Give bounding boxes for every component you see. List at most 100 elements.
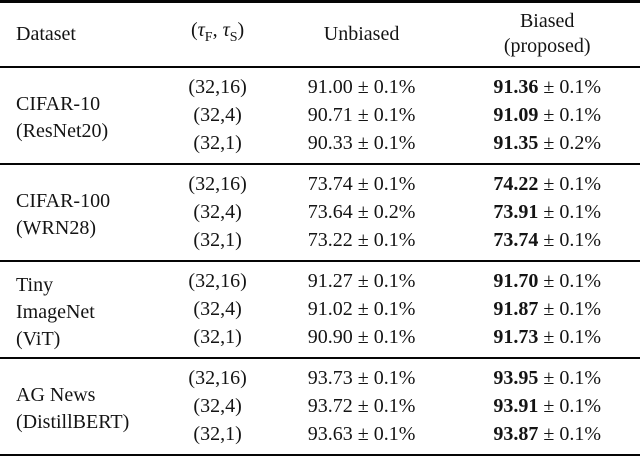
- biased-value: 91.73: [493, 326, 539, 348]
- biased-error: ± 0.2%: [543, 132, 601, 154]
- unbiased-cell: 93.73 ± 0.1%: [307, 367, 416, 389]
- tau-separator: ,: [212, 19, 223, 41]
- dataset-name: AG News: [16, 384, 96, 406]
- biased-error: ± 0.1%: [543, 326, 601, 348]
- biased-value: 91.70: [493, 270, 539, 292]
- biased-cell: 91.73 ± 0.1%: [454, 323, 640, 358]
- table-row: (32,1) 90.33 ± 0.1% 91.35 ± 0.2%: [0, 129, 640, 164]
- tau-cell: (32,1): [193, 132, 242, 154]
- biased-error: ± 0.1%: [543, 229, 601, 251]
- biased-value: 93.95: [493, 367, 539, 389]
- group-tiny-imagenet: Tiny ImageNet (ViT) (32,16) 91.27 ± 0.1%…: [0, 261, 640, 358]
- tau-f-subscript: F: [204, 30, 213, 45]
- table-row: (32,4) 93.72 ± 0.1% 93.91 ± 0.1%: [0, 392, 640, 420]
- tau-open: (: [190, 19, 198, 41]
- table-row: Tiny ImageNet (ViT) (32,16) 91.27 ± 0.1%…: [0, 261, 640, 350]
- unbiased-cell: 90.90 ± 0.1%: [307, 326, 416, 348]
- biased-value: 93.87: [493, 423, 539, 445]
- col-header-dataset: Dataset: [16, 22, 76, 45]
- biased-value: 93.91: [493, 395, 539, 417]
- biased-cell: 93.91 ± 0.1%: [454, 392, 640, 420]
- unbiased-cell: 93.72 ± 0.1%: [307, 395, 416, 417]
- col-header-biased: Biased (proposed): [454, 2, 640, 68]
- tau-cell: (32,1): [193, 326, 242, 348]
- unbiased-cell: 73.74 ± 0.1%: [307, 173, 416, 195]
- biased-error: ± 0.1%: [543, 298, 601, 320]
- dataset-name: CIFAR-100: [16, 190, 111, 212]
- dataset-name: CIFAR-10: [16, 93, 101, 115]
- dataset-model: (DistillBERT): [16, 411, 130, 433]
- biased-cell: 73.91 ± 0.1%: [454, 198, 640, 226]
- dataset-model: (WRN28): [16, 217, 96, 239]
- group-cifar100: CIFAR-100 (WRN28) (32,16) 73.74 ± 0.1% 7…: [0, 164, 640, 261]
- biased-header-line2: (proposed): [503, 35, 591, 57]
- col-header-unbiased: Unbiased: [323, 22, 400, 45]
- tau-cell: (32,16): [188, 76, 247, 98]
- biased-value: 91.35: [493, 132, 539, 154]
- biased-value: 73.91: [493, 201, 539, 223]
- group-cifar10: CIFAR-10 (ResNet20) (32,16) 91.00 ± 0.1%…: [0, 67, 640, 164]
- dataset-model: (ResNet20): [16, 120, 109, 142]
- table-row: (32,4) 73.64 ± 0.2% 73.91 ± 0.1%: [0, 198, 640, 226]
- biased-cell: 91.35 ± 0.2%: [454, 129, 640, 164]
- biased-cell: 93.95 ± 0.1%: [454, 358, 640, 392]
- biased-cell: 74.22 ± 0.1%: [454, 164, 640, 198]
- tau-cell: (32,1): [193, 229, 242, 251]
- biased-cell: 93.87 ± 0.1%: [454, 420, 640, 456]
- dataset-cell: CIFAR-100 (WRN28): [0, 164, 166, 261]
- tau-s-subscript: S: [229, 30, 238, 45]
- tau-s-symbol: τ: [222, 19, 230, 41]
- biased-value: 91.09: [493, 104, 539, 126]
- dataset-name: Tiny: [16, 273, 54, 296]
- header-row: Dataset (τF, τS) Unbiased Biased (propos…: [0, 2, 640, 68]
- table-row: (32,4) 90.71 ± 0.1% 91.09 ± 0.1%: [0, 101, 640, 129]
- biased-value: 74.22: [493, 173, 539, 195]
- table-row: (32,1) 90.90 ± 0.1% 91.73 ± 0.1%: [0, 323, 640, 358]
- unbiased-cell: 90.71 ± 0.1%: [307, 104, 416, 126]
- biased-cell: 91.09 ± 0.1%: [454, 101, 640, 129]
- tau-cell: (32,16): [188, 367, 247, 389]
- biased-value: 73.74: [493, 229, 539, 251]
- dataset-cell: Tiny ImageNet (ViT): [0, 261, 166, 358]
- biased-error: ± 0.1%: [543, 76, 601, 98]
- tau-f-symbol: τ: [197, 19, 205, 41]
- tau-cell: (32,4): [193, 201, 242, 223]
- table-row: CIFAR-10 (ResNet20) (32,16) 91.00 ± 0.1%…: [0, 67, 640, 142]
- table-row: (32,1) 73.22 ± 0.1% 73.74 ± 0.1%: [0, 226, 640, 261]
- tau-cell: (32,1): [193, 423, 242, 445]
- tau-cell: (32,4): [193, 395, 242, 417]
- table-row: AG News (DistillBERT) (32,16) 93.73 ± 0.…: [0, 358, 640, 433]
- tau-cell: (32,4): [193, 104, 242, 126]
- dataset-model: (ViT): [16, 327, 61, 350]
- table-row: (32,1) 93.63 ± 0.1% 93.87 ± 0.1%: [0, 420, 640, 456]
- unbiased-cell: 73.22 ± 0.1%: [307, 229, 416, 251]
- biased-value: 91.36: [493, 76, 539, 98]
- biased-header-line1: Biased: [519, 10, 575, 32]
- dataset-cell: AG News (DistillBERT): [0, 358, 166, 456]
- col-header-tau: (τF, τS): [166, 2, 268, 68]
- table-row: (32,4) 91.02 ± 0.1% 91.87 ± 0.1%: [0, 295, 640, 323]
- tau-cell: (32,4): [193, 298, 242, 320]
- unbiased-cell: 90.33 ± 0.1%: [307, 132, 416, 154]
- unbiased-cell: 91.02 ± 0.1%: [307, 298, 416, 320]
- biased-cell: 91.87 ± 0.1%: [454, 295, 640, 323]
- biased-error: ± 0.1%: [543, 423, 601, 445]
- tau-cell: (32,16): [188, 173, 247, 195]
- biased-error: ± 0.1%: [543, 270, 601, 292]
- biased-error: ± 0.1%: [543, 367, 601, 389]
- tau-close: ): [237, 19, 245, 41]
- biased-error: ± 0.1%: [543, 395, 601, 417]
- biased-error: ± 0.1%: [543, 173, 601, 195]
- unbiased-cell: 93.63 ± 0.1%: [307, 423, 416, 445]
- unbiased-cell: 91.00 ± 0.1%: [307, 76, 416, 98]
- biased-error: ± 0.1%: [543, 104, 601, 126]
- biased-cell: 91.36 ± 0.1%: [454, 67, 640, 101]
- tau-cell: (32,16): [188, 270, 247, 292]
- biased-value: 91.87: [493, 298, 539, 320]
- unbiased-cell: 73.64 ± 0.2%: [307, 201, 416, 223]
- dataset-cell: CIFAR-10 (ResNet20): [0, 67, 166, 164]
- biased-error: ± 0.1%: [543, 201, 601, 223]
- biased-cell: 91.70 ± 0.1%: [454, 261, 640, 295]
